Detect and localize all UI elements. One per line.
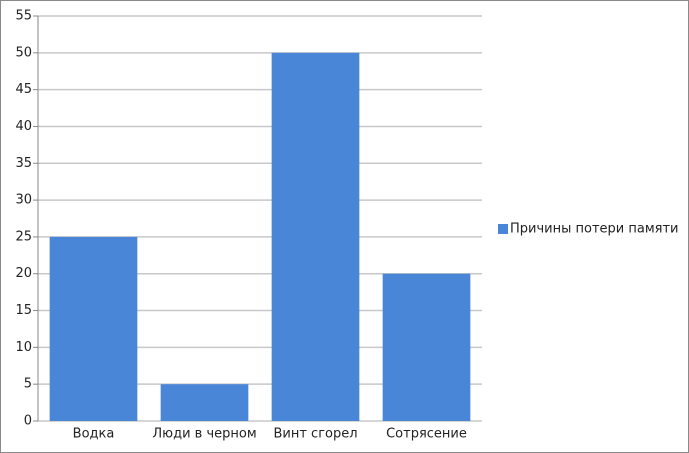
bar xyxy=(49,236,138,421)
y-tick-label: 45 xyxy=(15,82,32,97)
legend-label: Причины потери памяти xyxy=(510,222,678,237)
y-tick-label: 20 xyxy=(15,266,32,281)
legend-swatch xyxy=(498,224,508,234)
bar xyxy=(382,273,471,421)
y-tick-label: 35 xyxy=(15,156,32,171)
y-tick-label: 25 xyxy=(15,229,32,244)
y-tick-label: 0 xyxy=(24,414,32,429)
y-tick-label: 15 xyxy=(15,303,32,318)
y-tick-label: 55 xyxy=(15,9,32,24)
x-tick-label: Винт сгорел xyxy=(273,427,357,442)
y-tick-label: 30 xyxy=(15,193,32,208)
y-tick-label: 5 xyxy=(24,377,32,392)
x-tick-label: Люди в черном xyxy=(152,427,256,442)
x-tick-label: Водка xyxy=(73,427,115,442)
x-tick-label: Сотрясение xyxy=(386,427,467,442)
bar xyxy=(271,52,360,422)
y-tick-label: 10 xyxy=(15,340,32,355)
y-tick-label: 50 xyxy=(15,45,32,60)
bar xyxy=(160,384,249,421)
y-tick-label: 40 xyxy=(15,119,32,134)
